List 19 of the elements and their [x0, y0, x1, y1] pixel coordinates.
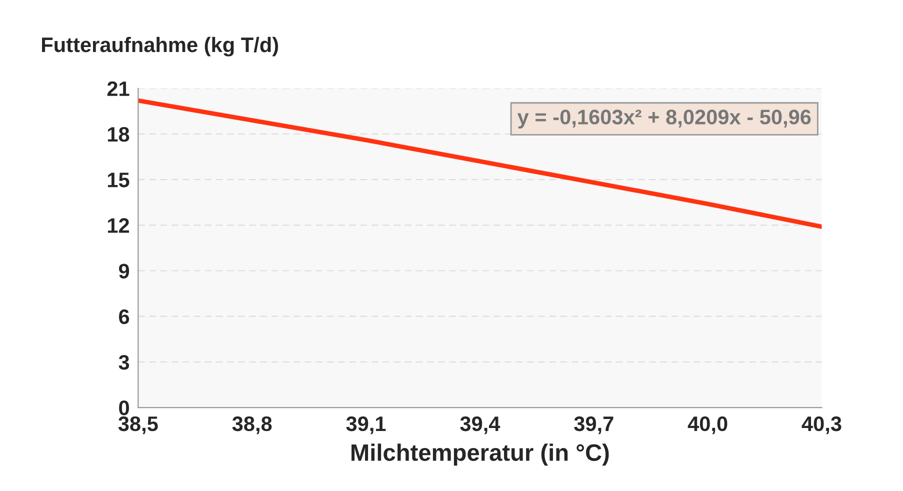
x-tick-label: 39,1 [346, 416, 386, 434]
y-tick-label: 15 [108, 172, 130, 188]
y-tick-label: 18 [108, 126, 130, 142]
x-tick-label: 39,4 [460, 416, 500, 434]
x-axis-title: Milchtemperatur (in °C) [352, 444, 609, 466]
line-series [138, 98, 822, 229]
annotation: y = -0,1603x² + 8,0209x - 50,96 [517, 110, 811, 129]
x-tick-label: 40,3 [802, 416, 842, 434]
y-tick-label: 0 [119, 400, 129, 416]
y-tick-label: 3 [118, 354, 130, 370]
y-tick-label: 9 [118, 264, 130, 279]
x-tick-label: 38,8 [232, 416, 272, 434]
y-axis-title: Futteraufnahme (kg T/d) [42, 36, 278, 56]
y-tick-label: 6 [119, 309, 130, 324]
x-tick-label: 40,0 [688, 416, 728, 434]
x-tick-label: 39,7 [574, 416, 614, 434]
x-tick-label: 38,5 [118, 416, 158, 434]
y-tick-label: 12 [108, 218, 129, 233]
y-tick-label: 21 [107, 81, 130, 96]
